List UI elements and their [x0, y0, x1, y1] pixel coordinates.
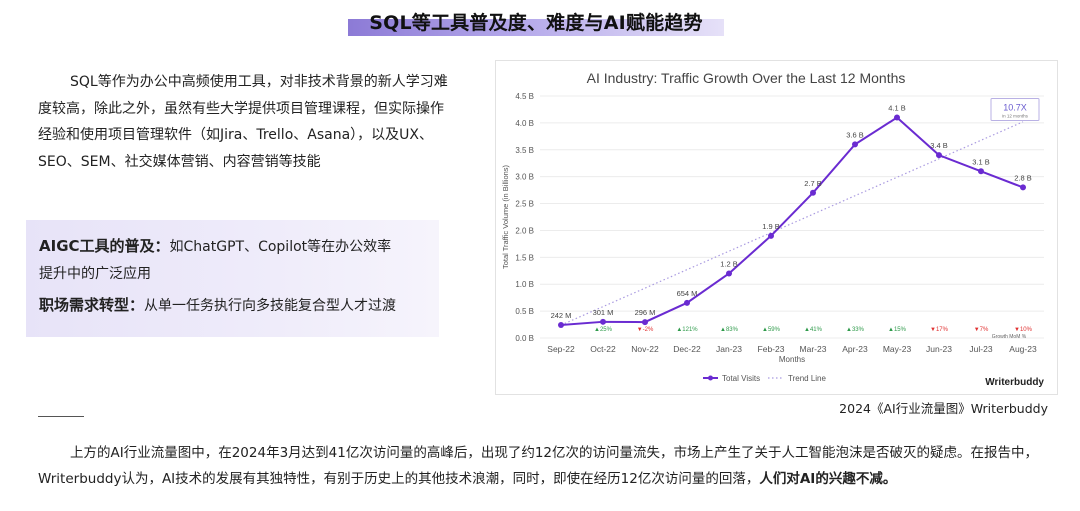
chart-caption: 2024《AI行业流量图》Writerbuddy — [839, 401, 1048, 416]
data-label: 2.8 B — [1014, 173, 1032, 182]
x-tick-label: Apr-23 — [842, 344, 868, 354]
growth-mom-label: ▼-2% — [637, 327, 654, 333]
bottom-paragraph: 上方的AI行业流量图中，在2024年3月达到41亿次访问量的高峰后，出现了约12… — [38, 440, 1058, 492]
data-label: 296 M — [635, 308, 656, 317]
data-label: 1.2 B — [720, 259, 738, 268]
data-label: 1.9 B — [762, 222, 780, 231]
y-tick-label: 1.5 B — [515, 253, 534, 262]
total-visits-point — [684, 299, 690, 306]
total-visits-point — [936, 152, 942, 159]
legend-visits-marker — [708, 375, 713, 381]
y-tick-label: 0.0 B — [515, 334, 534, 343]
intro-paragraph: SQL等作为办公中高频使用工具，对非技术背景的新人学习难度较高，除此之外，虽然有… — [38, 74, 448, 170]
highlight-aigc-line2: 提升中的广泛应用 — [39, 266, 151, 282]
total-visits-point — [1020, 184, 1026, 191]
data-label: 654 M — [677, 289, 698, 298]
chart-title: AI Industry: Traffic Growth Over the Las… — [587, 70, 906, 86]
x-tick-label: Nov-22 — [631, 344, 659, 354]
trend-line — [560, 121, 1024, 326]
highlight-aigc-text: 如ChatGPT、Copilot等在办公效率 — [169, 239, 392, 255]
data-label: 3.1 B — [972, 157, 990, 166]
x-tick-label: Jul-23 — [969, 344, 992, 354]
data-label: 301 M — [593, 308, 614, 317]
y-tick-label: 2.5 B — [515, 200, 534, 209]
highlight-aigc-line1: AIGC工具的普及：如ChatGPT、Copilot等在办公效率 — [39, 235, 391, 258]
traffic-chart-svg: AI Industry: Traffic Growth Over the Las… — [501, 70, 1044, 388]
growth-mom-label: ▼10% — [1014, 327, 1033, 333]
x-tick-label: Oct-22 — [590, 344, 616, 354]
total-visits-line — [560, 116, 1024, 326]
legend-trend-label: Trend Line — [788, 374, 827, 383]
data-label: 4.1 B — [888, 104, 906, 113]
total-visits-point — [810, 189, 816, 196]
growth-mom-label: ▲25% — [594, 327, 613, 333]
x-tick-label: Feb-23 — [758, 344, 785, 354]
total-visits-point — [600, 318, 606, 325]
title-block: SQL等工具普及度、难度与AI赋能趋势 — [348, 6, 724, 36]
x-tick-label: Dec-22 — [673, 344, 701, 354]
growth-mom-label: ▲59% — [762, 327, 781, 333]
growth-annotation-sub: in 12 months — [1002, 113, 1029, 118]
y-tick-label: 3.5 B — [515, 146, 534, 155]
x-axis-label: Months — [779, 355, 805, 364]
traffic-chart: AI Industry: Traffic Growth Over the Las… — [495, 60, 1058, 395]
total-visits-point — [894, 114, 900, 121]
y-tick-label: 4.0 B — [515, 119, 534, 128]
data-label: 2.7 B — [804, 179, 822, 188]
x-tick-label: Mar-23 — [800, 344, 827, 354]
data-label: 3.6 B — [846, 130, 864, 139]
growth-annotation-value: 10.7X — [1003, 102, 1027, 112]
total-visits-point — [852, 141, 858, 148]
divider — [38, 416, 84, 417]
highlight-aigc-title: AIGC工具的普及： — [39, 237, 170, 255]
growth-mom-label: ▼17% — [930, 327, 949, 333]
y-tick-label: 3.0 B — [515, 173, 534, 182]
bottom-bold-text: 人们对AI的兴趣不减。 — [759, 471, 897, 487]
y-tick-label: 2.0 B — [515, 226, 534, 235]
y-tick-label: 0.5 B — [515, 307, 534, 316]
x-tick-label: Jan-23 — [716, 344, 742, 354]
data-label: 242 M — [551, 311, 572, 320]
total-visits-point — [642, 319, 648, 326]
y-tick-label: 1.0 B — [515, 280, 534, 289]
x-tick-label: Aug-23 — [1009, 344, 1037, 354]
growth-mom-title: Growth MoM % — [992, 334, 1027, 340]
highlight-box: AIGC工具的普及：如ChatGPT、Copilot等在办公效率 提升中的广泛应… — [26, 220, 439, 337]
brand-logo: Writerbuddy — [985, 377, 1044, 388]
growth-mom-label: ▲83% — [720, 327, 739, 333]
data-label: 3.4 B — [930, 141, 948, 150]
growth-annotation-box — [990, 97, 1040, 121]
x-tick-label: Sep-22 — [547, 344, 575, 354]
growth-mom-label: ▲15% — [888, 327, 907, 333]
total-visits-point — [978, 168, 984, 175]
highlight-career-line: 职场需求转型：从单一任务执行向多技能复合型人才过渡 — [39, 294, 396, 317]
highlight-career-text: 从单一任务执行向多技能复合型人才过渡 — [144, 298, 397, 314]
growth-mom-label: ▲121% — [676, 327, 698, 333]
total-visits-point — [558, 321, 564, 328]
page-title: SQL等工具普及度、难度与AI赋能趋势 — [369, 12, 703, 34]
title-highlight-bar — [348, 19, 724, 36]
total-visits-point — [726, 270, 732, 277]
growth-mom-label: ▲41% — [804, 327, 823, 333]
y-axis-label: Total Traffic Volume (in Billions) — [501, 164, 510, 269]
x-tick-label: Jun-23 — [926, 344, 952, 354]
legend-visits-label: Total Visits — [722, 374, 760, 383]
x-tick-label: May-23 — [883, 344, 912, 354]
bottom-text: 上方的AI行业流量图中，在2024年3月达到41亿次访问量的高峰后，出现了约12… — [38, 445, 1039, 487]
y-tick-label: 4.5 B — [515, 92, 534, 101]
highlight-career-title: 职场需求转型： — [39, 296, 145, 314]
growth-mom-label: ▲33% — [846, 327, 865, 333]
total-visits-point — [768, 232, 774, 239]
growth-mom-label: ▼7% — [974, 327, 989, 333]
